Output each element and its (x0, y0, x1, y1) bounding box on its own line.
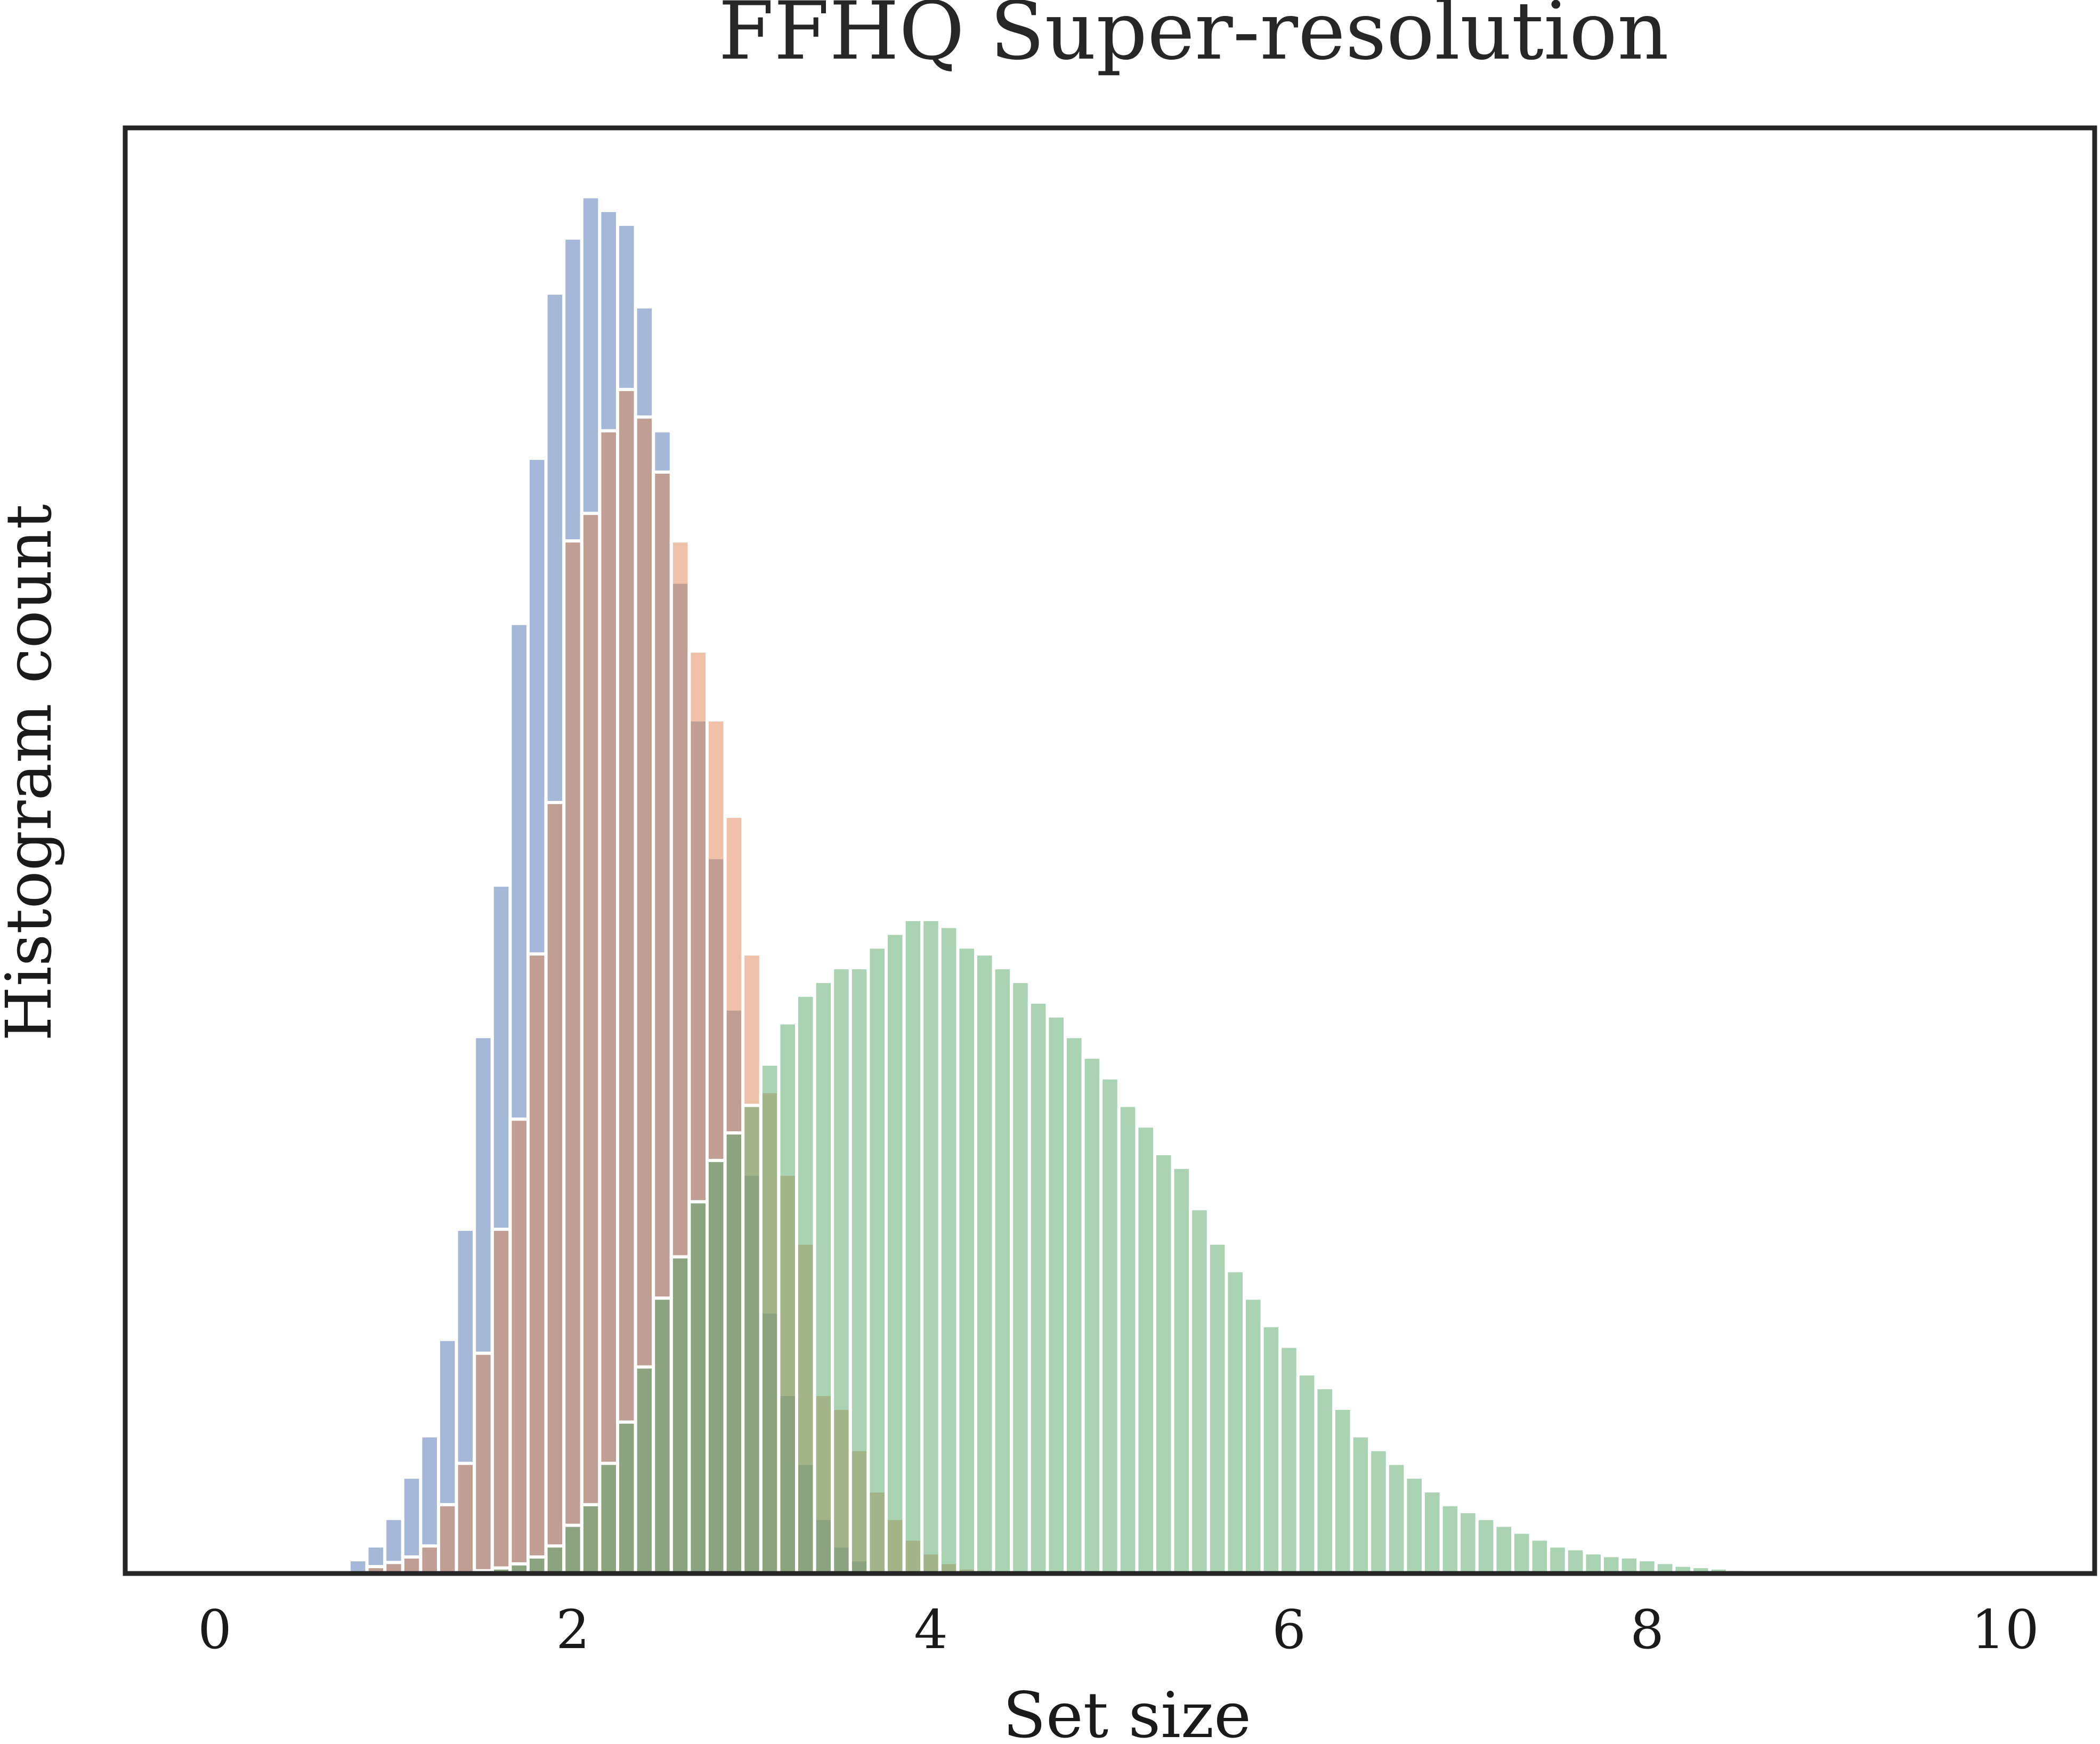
histogram-bar-series-3 (885, 931, 906, 1575)
histogram-bar-series-3 (580, 1503, 602, 1576)
histogram-bar-series-3 (1601, 1554, 1622, 1575)
histogram-bar-series-3 (1189, 1207, 1210, 1576)
histogram-bar-series-3 (1583, 1551, 1604, 1576)
histogram-bar-series-3 (1045, 1014, 1067, 1575)
histogram-bar-series-3 (866, 945, 888, 1575)
histogram-bar-series-3 (526, 1555, 548, 1576)
histogram-bar-series-3 (795, 993, 816, 1575)
histogram-bar-series-3 (1153, 1151, 1174, 1575)
histogram-bar-series-3 (687, 1200, 709, 1575)
histogram-bar-series-3 (669, 1255, 691, 1576)
histogram-bar-series-3 (1296, 1372, 1318, 1576)
plot-frame (123, 125, 2097, 1576)
histogram-bar-series-2 (473, 1351, 494, 1576)
histogram-bar-series-3 (1332, 1406, 1353, 1575)
histogram-bar-series-3 (1404, 1475, 1425, 1575)
histogram-bar-series-3 (1171, 1165, 1193, 1575)
histogram-bar-series-3 (902, 918, 924, 1575)
histogram-bar-series-3 (616, 1420, 637, 1576)
histogram-bar-series-3 (831, 966, 852, 1575)
histogram-bar-series-3 (992, 966, 1013, 1575)
histogram-bar-series-3 (1206, 1241, 1228, 1575)
histogram-bar-series-3 (741, 1104, 763, 1576)
histogram-bar-series-3 (1099, 1076, 1121, 1576)
histogram-bar-series-3 (1081, 1056, 1103, 1575)
histogram-bar-series-3 (956, 945, 978, 1575)
histogram-bar-series-2 (544, 801, 566, 1575)
histogram-bar-series-3 (1511, 1530, 1533, 1575)
histogram-bar-series-3 (1225, 1269, 1246, 1576)
chart-title: FFHQ Super-resolution (718, 0, 1669, 78)
histogram-bar-series-3 (920, 918, 942, 1575)
histogram-bar-series-3 (723, 1131, 745, 1575)
histogram-bar-series-3 (1027, 1000, 1049, 1575)
histogram-bar-series-3 (544, 1544, 566, 1575)
histogram-bar-series-3 (1475, 1516, 1497, 1576)
histogram-bar-series-3 (813, 979, 834, 1575)
histogram-bar-series-3 (652, 1296, 673, 1575)
x-ticks: 0 2 4 6 8 10 (198, 1599, 2039, 1661)
histogram-bar-series-3 (938, 924, 960, 1575)
histogram-bar-series-3 (1385, 1462, 1407, 1575)
histogram-bar-series-2 (419, 1544, 441, 1575)
histogram-bar-series-3 (1260, 1324, 1282, 1576)
histogram-bar-series-3 (562, 1523, 583, 1575)
bars-group (347, 195, 1837, 1576)
x-tick-label: 8 (1630, 1599, 1664, 1661)
histogram-bar-series-2 (508, 1117, 530, 1575)
histogram-bar-series-2 (562, 539, 583, 1576)
histogram-bar-series-3 (1243, 1296, 1264, 1575)
histogram-bar-series-3 (759, 1062, 781, 1575)
histogram-bar-series-3 (1314, 1386, 1335, 1576)
histogram-bar-series-3 (848, 966, 870, 1575)
histogram-bar-series-3 (1422, 1489, 1443, 1575)
histogram-bar-series-3 (598, 1462, 620, 1575)
histogram-bar-series-2 (580, 512, 602, 1575)
histogram-bar-series-2 (490, 1228, 512, 1575)
x-tick-label: 2 (556, 1599, 590, 1661)
histogram-bar-series-2 (455, 1462, 476, 1575)
histogram-bar-series-3 (1010, 979, 1031, 1575)
x-tick-label: 10 (1971, 1599, 2039, 1661)
histogram-bar-series-3 (634, 1365, 655, 1575)
histogram-bar-series-2 (616, 387, 637, 1575)
histogram-bar-series-3 (1618, 1555, 1640, 1576)
histogram-bar-series-3 (1547, 1544, 1568, 1575)
histogram-bar-series-3 (706, 1158, 727, 1576)
histogram-bar-series-3 (1278, 1344, 1300, 1575)
x-tick-label: 6 (1272, 1599, 1306, 1661)
x-axis-label: Set size (1003, 1678, 1251, 1744)
histogram-bar-series-3 (1457, 1510, 1479, 1575)
histogram-bar-series-2 (598, 429, 620, 1576)
histogram-bar-series-2 (401, 1555, 423, 1576)
histogram-bar-series-3 (1529, 1537, 1551, 1576)
histogram-bar-series-3 (1439, 1503, 1461, 1576)
histogram-bar-series-3 (1564, 1547, 1586, 1576)
histogram-bar-series-2 (437, 1503, 458, 1576)
histogram-bar-series-2 (526, 952, 548, 1575)
histogram-bar-series-3 (1493, 1523, 1514, 1575)
x-tick-label: 0 (198, 1599, 232, 1661)
histogram-bar-series-3 (1117, 1104, 1139, 1576)
histogram-bar-series-3 (1368, 1448, 1389, 1575)
x-tick-label: 4 (914, 1599, 948, 1661)
histogram-bar-series-3 (1064, 1035, 1085, 1576)
histogram-bar-series-3 (1135, 1124, 1156, 1576)
histogram-bar-series-3 (777, 1021, 799, 1575)
histogram-bar-series-3 (1350, 1434, 1372, 1576)
y-axis-label: Histogram count (0, 504, 66, 1041)
histogram-bar-series-3 (974, 952, 995, 1575)
